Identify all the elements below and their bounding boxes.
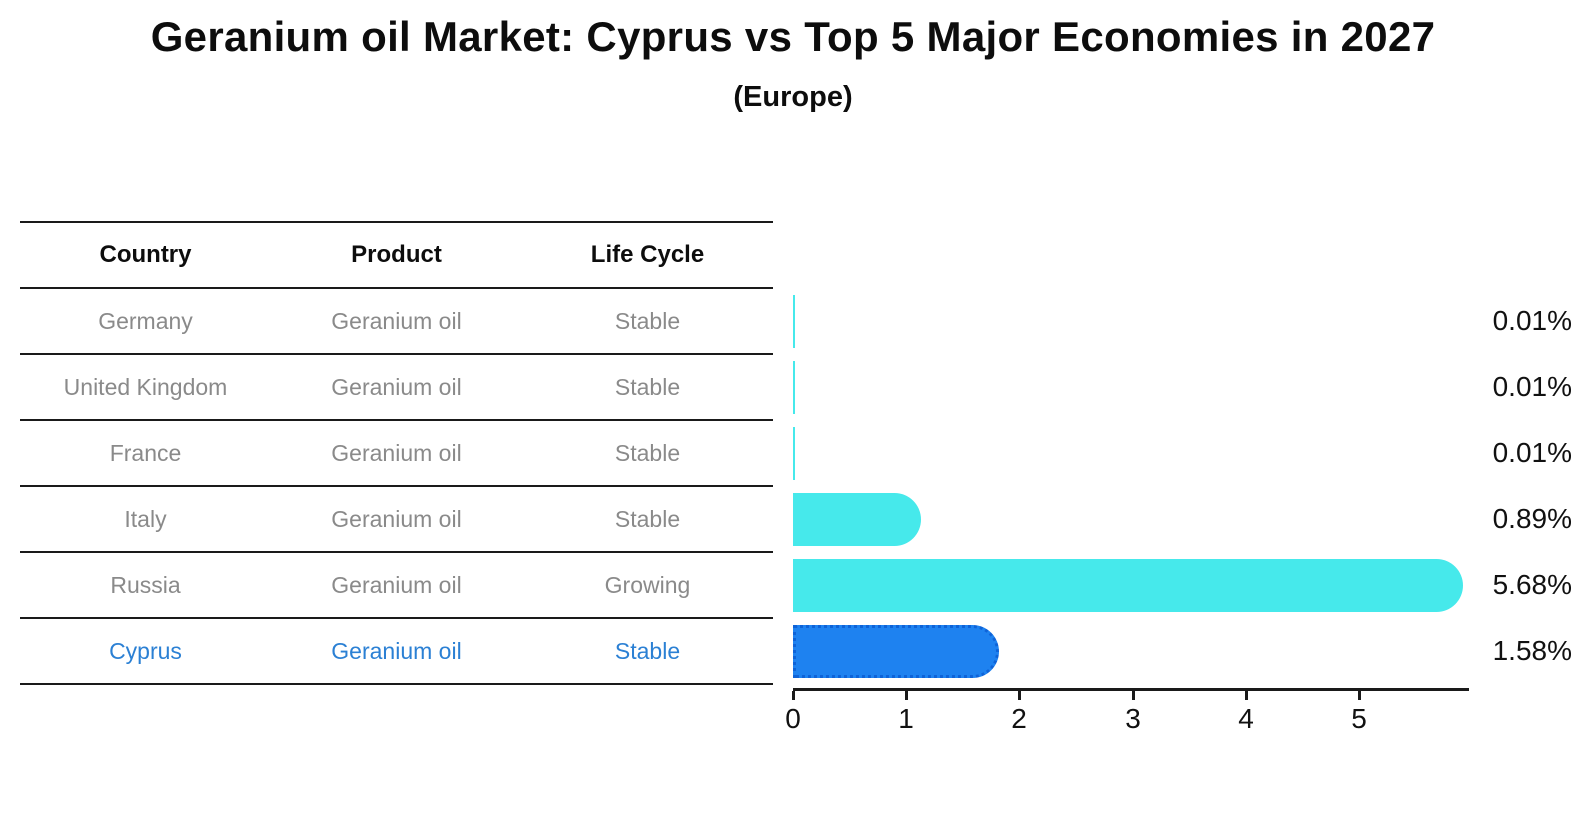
table-row-italy: Italy Geranium oil Stable (20, 486, 773, 552)
cell-product-russia: Geranium oil (331, 571, 462, 598)
column-header-life-cycle: Life Cycle (590, 241, 705, 268)
x-axis-tick-label-4: 4 (1238, 703, 1254, 734)
x-axis-tick-3 (1132, 691, 1135, 700)
value-label-russia: 5.68% (1492, 569, 1572, 600)
x-axis-tick-2 (1018, 691, 1021, 700)
cell-life_cycle-france: Stable (614, 439, 681, 466)
table-row-germany: Germany Geranium oil Stable (20, 288, 773, 354)
table-row-russia: Russia Geranium oil Growing (20, 552, 773, 618)
x-axis-tick-1 (905, 691, 908, 700)
column-header-product: Product (351, 241, 442, 268)
cell-country-france: France (109, 439, 182, 466)
value-label-france: 0.01% (1492, 437, 1572, 468)
x-axis-tick-label-5: 5 (1351, 703, 1367, 734)
table-row-united-kingdom: United Kingdom Geranium oil Stable (20, 354, 773, 420)
value-label-cyprus: 1.58% (1492, 635, 1572, 666)
legend-table-body: Germany Geranium oil Stable United Kingdom G… (20, 288, 773, 684)
cell-product-germany: Geranium oil (331, 307, 462, 334)
bar-cyprus (793, 625, 999, 678)
value-label-united-kingdom: 0.01% (1492, 371, 1572, 402)
cell-country-cyprus: Cyprus (109, 637, 182, 664)
x-axis-tick-label-0: 0 (785, 703, 801, 734)
cell-product-france: Geranium oil (331, 439, 462, 466)
table-row-cyprus: Cyprus Geranium oil Stable (20, 618, 773, 684)
cell-life_cycle-italy: Stable (614, 505, 681, 532)
page-title: Geranium oil Market: Cyprus vs Top 5 Maj… (150, 13, 1436, 60)
bar-germany (793, 295, 795, 348)
value-label-germany: 0.01% (1492, 305, 1572, 336)
x-axis-tick-label-2: 2 (1011, 703, 1027, 734)
cell-country-russia: Russia (110, 571, 181, 598)
x-axis-tick-label-3: 3 (1125, 703, 1141, 734)
cell-product-united-kingdom: Geranium oil (331, 373, 462, 400)
cell-life_cycle-russia: Growing (604, 571, 691, 598)
cell-life_cycle-germany: Stable (614, 307, 681, 334)
bar-russia (793, 559, 1463, 612)
cell-country-germany: Germany (98, 307, 193, 334)
x-axis-tick-4 (1245, 691, 1248, 700)
cell-country-italy: Italy (124, 505, 167, 532)
value-label-italy: 0.89% (1492, 503, 1572, 534)
x-axis-tick-0 (792, 691, 795, 700)
cell-product-italy: Geranium oil (331, 505, 462, 532)
cell-life_cycle-united-kingdom: Stable (614, 373, 681, 400)
cell-life_cycle-cyprus: Stable (614, 637, 681, 664)
page-subtitle: (Europe) (733, 81, 853, 113)
table-row-france: France Geranium oil Stable (20, 420, 773, 486)
legend-table: Country Product Life Cycle Germany Geranium… (20, 221, 773, 685)
cell-country-united-kingdom: United Kingdom (63, 373, 228, 400)
x-axis-line (793, 688, 1469, 691)
column-header-country: Country (99, 241, 192, 268)
legend-header-row: Country Product Life Cycle (20, 222, 773, 288)
bar-italy (793, 493, 921, 546)
bar-france (793, 427, 795, 480)
x-axis-tick-5 (1358, 691, 1361, 700)
legend-table-header: Country Product Life Cycle (20, 222, 773, 288)
bar-united-kingdom (793, 361, 795, 414)
cell-product-cyprus: Geranium oil (331, 637, 462, 664)
x-axis-tick-label-1: 1 (898, 703, 914, 734)
